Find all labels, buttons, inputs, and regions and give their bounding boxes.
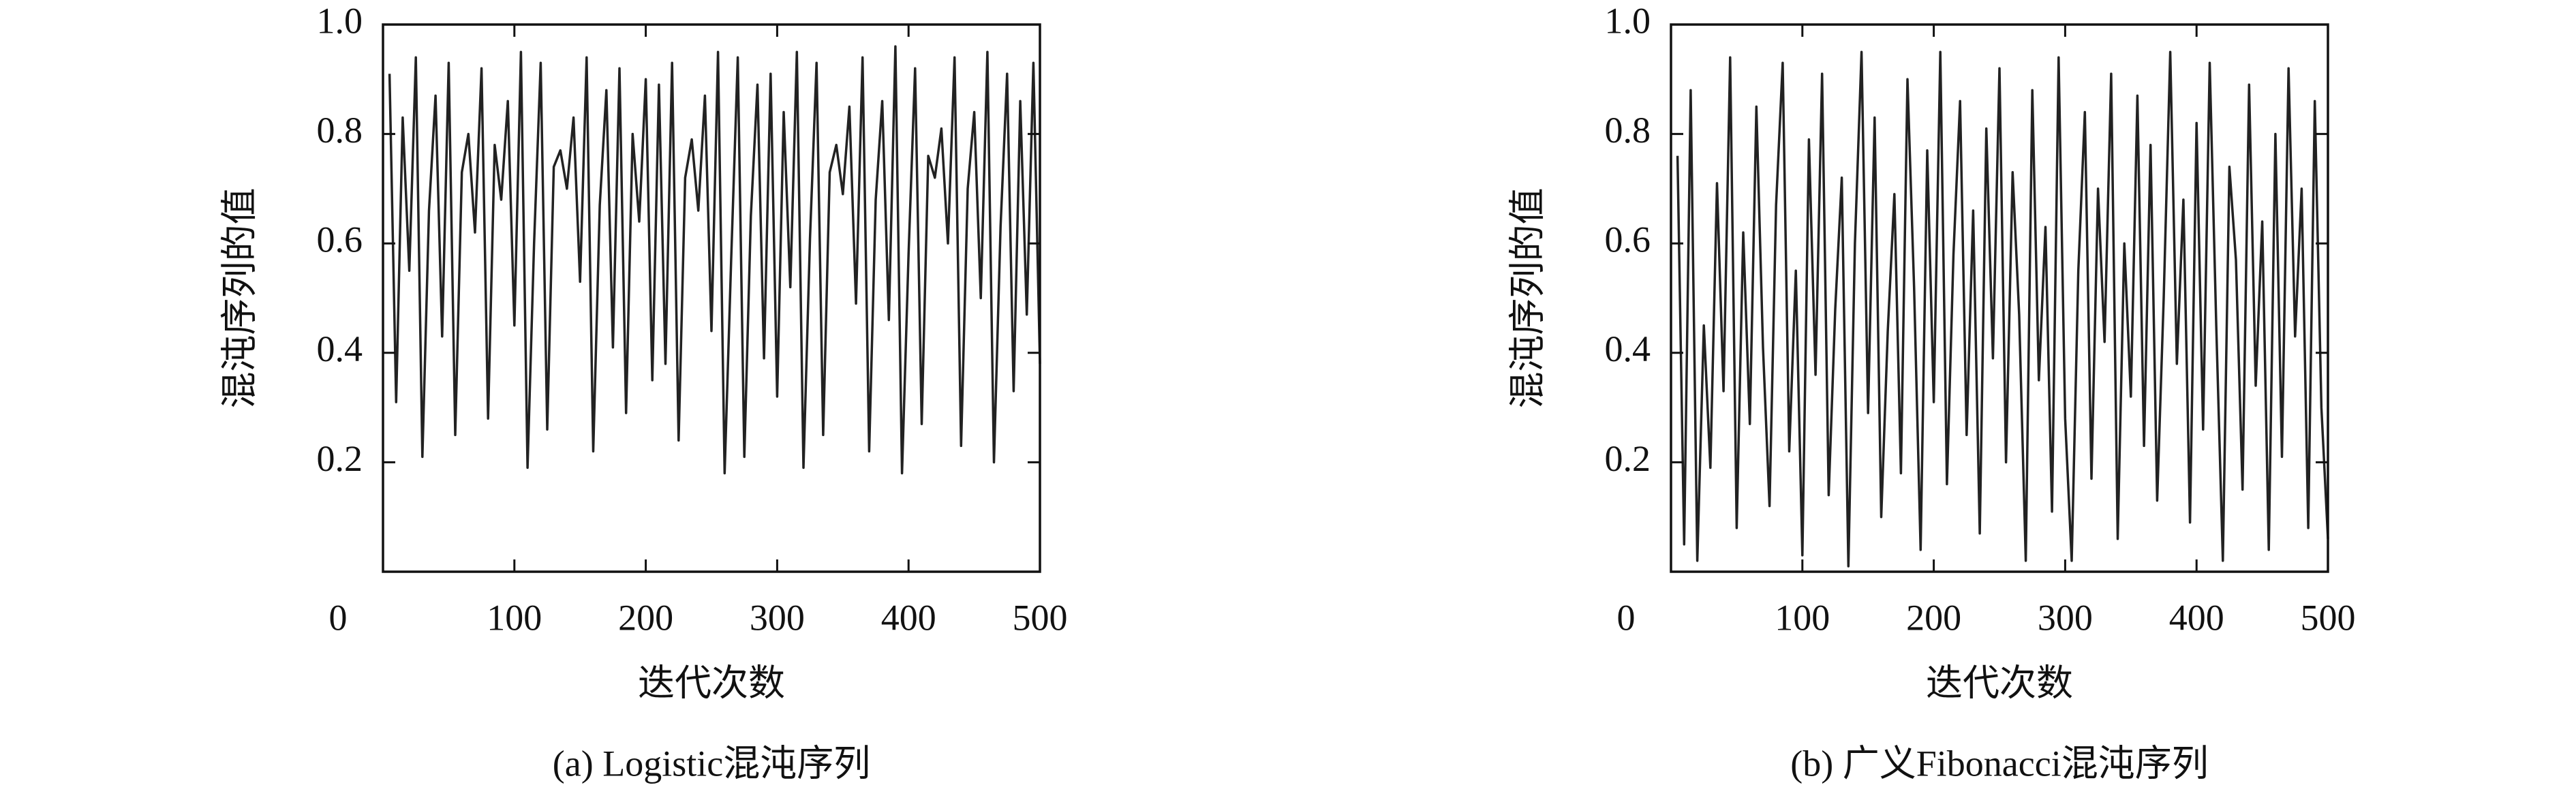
x-tick-label: 0: [329, 597, 348, 638]
x-tick-label: 200: [1906, 597, 1961, 638]
y-tick-label: 0.8: [317, 110, 363, 151]
x-axis-label: 迭代次数: [638, 662, 785, 703]
x-tick-label: 100: [487, 597, 542, 638]
y-tick-label: 1.0: [1605, 0, 1651, 41]
y-tick-label: 0.4: [317, 328, 363, 369]
y-tick-label: 0.8: [1605, 110, 1651, 151]
x-tick-label: 200: [618, 597, 673, 638]
x-tick-label: 400: [2169, 597, 2224, 638]
caption: (a) Logistic混沌序列: [553, 743, 870, 784]
y-axis-label: 混沌序列的值: [1507, 188, 1548, 409]
plot-frame: [382, 23, 1041, 573]
x-tick-label: 400: [881, 597, 936, 638]
caption: (b) 广义Fibonacci混沌序列: [1790, 743, 2208, 784]
x-tick-label: 500: [2301, 597, 2356, 638]
y-tick-label: 1.0: [317, 0, 363, 41]
y-tick-label: 0.6: [1605, 219, 1651, 260]
y-tick-label: 0.6: [317, 219, 363, 260]
y-tick-label: 0.2: [317, 438, 363, 479]
x-tick-label: 0: [1617, 597, 1636, 638]
x-tick-label: 100: [1775, 597, 1830, 638]
y-tick-label: 0.4: [1605, 328, 1651, 369]
x-axis-label: 迭代次数: [1926, 662, 2073, 703]
x-tick-label: 300: [2038, 597, 2093, 638]
y-axis-label: 混沌序列的值: [219, 188, 260, 409]
data-line: [388, 45, 1041, 475]
x-tick-label: 500: [1013, 597, 1068, 638]
y-tick-label: 0.2: [1605, 438, 1651, 479]
plot-frame: [1670, 23, 2329, 573]
x-tick-label: 300: [750, 597, 805, 638]
data-line: [1676, 50, 2329, 568]
